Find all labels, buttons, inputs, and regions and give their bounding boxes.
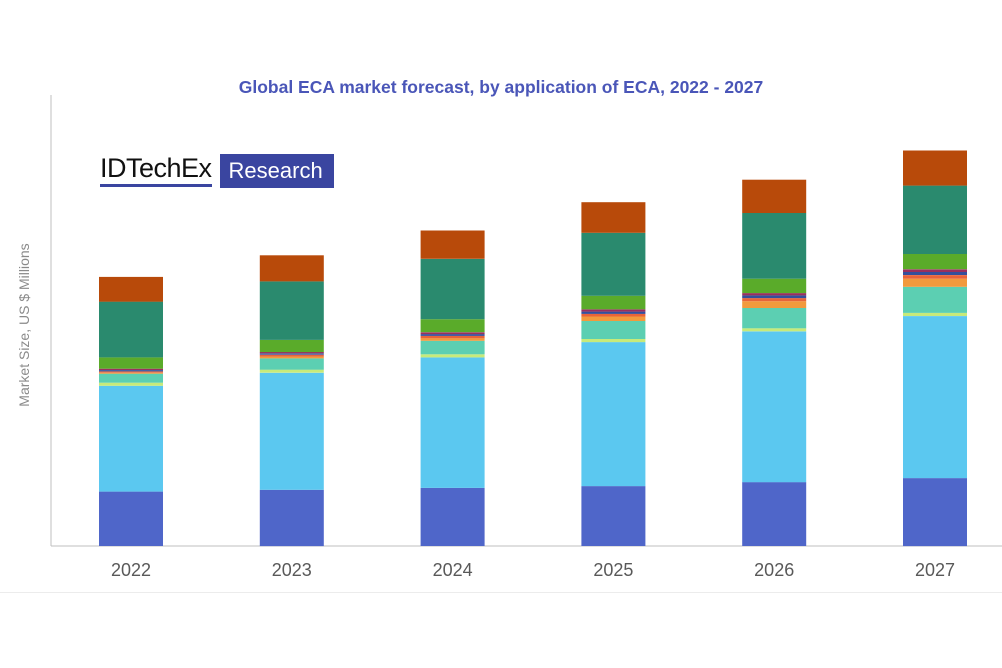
bar-segment-2022-5: [99, 372, 163, 374]
bar-segment-2024-9: [420, 319, 485, 333]
bar-segment-2022-7: [99, 370, 163, 372]
bar-segment-2023-10: [259, 281, 324, 340]
x-tick-label-2027: 2027: [915, 560, 955, 580]
bar-segment-2023-2: [259, 372, 324, 490]
bar-segment-2027-4: [903, 286, 967, 313]
bar-segment-2026-10: [742, 213, 807, 279]
bar-segment-2022-1: [99, 491, 163, 546]
bar-segment-2022-6: [99, 371, 163, 373]
bar-segment-2024-10: [420, 258, 485, 320]
bar-stack-2022: [99, 276, 163, 546]
bar-segment-2027-7: [903, 271, 967, 275]
bar-segment-2023-8: [259, 352, 324, 354]
bar-segment-2025-6: [581, 313, 646, 317]
bar-segment-2026-6: [742, 298, 807, 302]
bar-segment-2025-11: [581, 202, 646, 233]
bar-segment-2024-7: [420, 334, 485, 336]
bar-segment-2022-11: [99, 276, 163, 302]
bar-segment-2023-11: [259, 255, 324, 282]
chart-title: Global ECA market forecast, by applicati…: [238, 77, 764, 97]
bar-segment-2022-9: [99, 357, 163, 369]
bar-segment-2024-1: [420, 487, 485, 546]
idtechex-logo: IDTechEx Research: [100, 154, 334, 188]
bar-stack-2024: [420, 230, 485, 546]
bar-segment-2023-1: [259, 489, 324, 547]
bar-segment-2024-5: [420, 338, 485, 341]
bar-segment-2024-3: [420, 354, 485, 358]
bar-segment-2025-8: [581, 309, 646, 312]
bar-segment-2025-9: [581, 295, 646, 310]
bar-segment-2022-4: [99, 373, 163, 383]
x-tick-label-2026: 2026: [754, 560, 794, 580]
bar-segment-2024-6: [420, 335, 485, 339]
bar-segment-2023-5: [259, 356, 324, 359]
bar-segment-2023-7: [259, 353, 324, 355]
bar-segment-2026-7: [742, 295, 807, 299]
bar-segment-2026-2: [742, 331, 807, 483]
bar-segment-2023-4: [259, 358, 324, 370]
bar-segment-2023-3: [259, 369, 324, 373]
bar-segment-2027-11: [903, 150, 967, 186]
bar-segment-2024-4: [420, 340, 485, 355]
logo-research-badge: Research: [219, 154, 334, 188]
bar-segment-2022-10: [99, 301, 163, 358]
bar-segment-2022-2: [99, 385, 163, 492]
bar-segment-2024-11: [420, 230, 485, 259]
bar-segment-2027-9: [903, 253, 967, 270]
logo-wordmark: IDTechEx: [100, 155, 212, 187]
bar-segment-2027-8: [903, 269, 967, 272]
axes: [50, 95, 1002, 547]
bar-segment-2026-11: [742, 179, 807, 213]
bar-segment-2024-2: [420, 357, 485, 488]
bar-segment-2027-1: [903, 478, 967, 547]
bar-segment-2025-7: [581, 311, 646, 314]
bottom-divider: [0, 592, 1002, 593]
bar-stack-2026: [742, 179, 807, 546]
bar-segment-2027-3: [903, 312, 967, 316]
bar-segment-2025-10: [581, 232, 646, 296]
bar-segment-2026-4: [742, 308, 807, 329]
bar-segment-2024-8: [420, 332, 485, 335]
bar-segment-2025-5: [581, 316, 646, 321]
bar-segment-2026-8: [742, 293, 807, 296]
x-tick-label-2025: 2025: [593, 560, 633, 580]
bar-stack-2023: [259, 255, 324, 547]
x-tick-labels: 2022 2023 2024 2025 2026 2027: [111, 560, 955, 580]
bar-segment-2023-9: [259, 339, 324, 353]
bar-segment-2027-2: [903, 316, 967, 479]
bar-stack-2025: [581, 202, 646, 546]
x-tick-label-2024: 2024: [433, 560, 473, 580]
bar-stack-2027: [903, 150, 967, 547]
bar-segment-2027-5: [903, 278, 967, 287]
bar-segment-2023-6: [259, 354, 324, 357]
x-tick-label-2023: 2023: [272, 560, 312, 580]
bar-segment-2022-8: [99, 368, 163, 370]
bar-segment-2025-2: [581, 342, 646, 487]
bar-segment-2027-6: [903, 275, 967, 279]
x-tick-label-2022: 2022: [111, 560, 151, 580]
bar-segment-2026-1: [742, 482, 807, 546]
bar-segment-2025-4: [581, 321, 646, 339]
bars: [99, 150, 967, 547]
bar-segment-2026-9: [742, 278, 807, 294]
y-axis-label: Market Size, US $ Millions: [16, 243, 32, 407]
bar-segment-2027-10: [903, 185, 967, 254]
bar-segment-2025-3: [581, 339, 646, 343]
bar-segment-2025-1: [581, 486, 646, 546]
bar-segment-2026-3: [742, 328, 807, 332]
bar-segment-2026-5: [742, 301, 807, 308]
bar-segment-2022-3: [99, 382, 163, 386]
